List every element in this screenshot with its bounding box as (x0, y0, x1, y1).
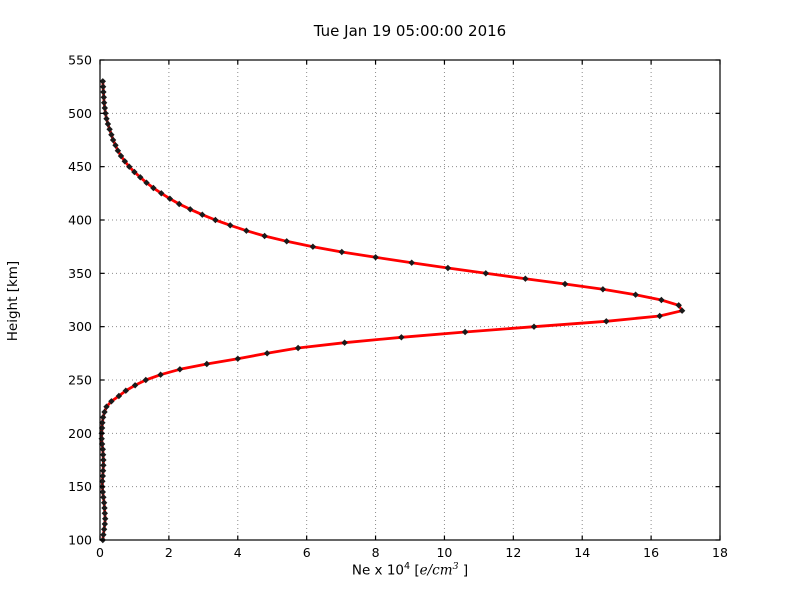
x-tick-label: 6 (303, 545, 311, 560)
x-axis-label-exponent: 4 (404, 561, 411, 572)
x-tick-label: 2 (165, 545, 173, 560)
x-axis-label-bracket-close: ] (458, 562, 469, 579)
profile-markers (98, 78, 686, 544)
profile-line (100, 79, 684, 542)
y-tick-label: 300 (68, 319, 92, 334)
axis-ticks (99, 59, 721, 541)
y-tick-label: 150 (68, 479, 92, 494)
x-tick-label: 14 (574, 545, 590, 560)
x-axis-label-prefix: Ne x 10 (351, 562, 405, 579)
chart-title: Tue Jan 19 05:00:00 2016 (313, 22, 507, 40)
y-axis-label: Height [km] (5, 260, 21, 342)
grid-lines (100, 60, 720, 540)
plot-border (99, 59, 721, 541)
x-axis-label-bracket-open: [ (410, 562, 420, 579)
x-axis-label-units: e/cm (419, 562, 453, 579)
x-tick-label: 12 (505, 545, 521, 560)
data-series (98, 78, 686, 544)
x-tick-label: 10 (436, 545, 452, 560)
x-tick-label: 16 (643, 545, 659, 560)
x-axis-label-units-exponent: 3 (452, 561, 459, 572)
x-tick-label: 0 (96, 545, 104, 560)
y-tick-label: 450 (68, 159, 92, 174)
y-tick-label: 100 (68, 533, 92, 548)
y-tick-label: 500 (68, 106, 92, 121)
y-tick-label: 250 (68, 373, 92, 388)
y-tick-label: 400 (68, 213, 92, 228)
x-axis-label: Ne x 104 [e/cm3 ] (100, 561, 720, 579)
axis-tick-labels: 0 2 4 6 8 10 12 14 16 18 100 150 200 250 300 350 400 450 5… (68, 53, 728, 561)
x-tick-label: 18 (712, 545, 728, 560)
y-tick-label: 550 (68, 53, 92, 68)
y-tick-label: 350 (68, 266, 92, 281)
x-tick-label: 8 (372, 545, 380, 560)
x-tick-label: 4 (234, 545, 242, 560)
axes-spines (99, 59, 721, 541)
y-tick-label: 200 (68, 426, 92, 441)
